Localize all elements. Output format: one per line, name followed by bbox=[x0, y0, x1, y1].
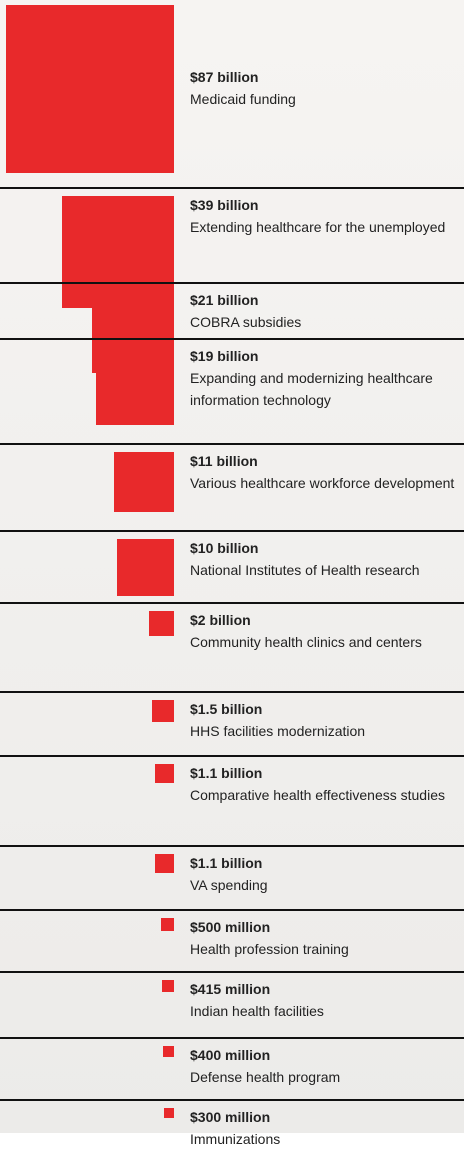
value-label: $400 million bbox=[190, 1047, 271, 1063]
row-text: $300 million Immunizations bbox=[190, 1106, 460, 1150]
category-label: Extending healthcare for the unemployed bbox=[190, 219, 446, 235]
value-square bbox=[6, 5, 174, 173]
value-label: $19 billion bbox=[190, 348, 259, 364]
row-separator bbox=[0, 755, 464, 757]
row-text: $400 million Defense health program bbox=[190, 1044, 460, 1088]
value-label: $1.1 billion bbox=[190, 855, 263, 871]
row-separator bbox=[0, 530, 464, 532]
value-label: $500 million bbox=[190, 919, 271, 935]
row-separator bbox=[0, 971, 464, 973]
row-text: $11 billion Various healthcare workforce … bbox=[190, 450, 460, 494]
row-separator bbox=[0, 909, 464, 911]
row-separator bbox=[0, 282, 464, 284]
row-text: $1.1 billion VA spending bbox=[190, 852, 460, 896]
category-label: COBRA subsidies bbox=[190, 314, 302, 330]
value-label: $1.5 billion bbox=[190, 701, 263, 717]
row-text: $2 billion Community health clinics and c… bbox=[190, 609, 460, 653]
row-text: $10 billion National Institutes of Health… bbox=[190, 537, 460, 581]
value-square bbox=[164, 1108, 174, 1118]
row-text: $19 billion Expanding and modernizing hea… bbox=[190, 345, 460, 411]
category-label: Expanding and modernizing healthcare inf… bbox=[190, 370, 433, 408]
value-square bbox=[114, 452, 174, 512]
value-label: $2 billion bbox=[190, 612, 251, 628]
category-label: Medicaid funding bbox=[190, 91, 296, 107]
category-label: Various healthcare workforce development bbox=[190, 475, 455, 491]
value-square bbox=[148, 611, 174, 637]
row-text: $1.1 billion Comparative health effective… bbox=[190, 762, 460, 806]
row-separator bbox=[0, 602, 464, 604]
row-separator bbox=[0, 1099, 464, 1101]
value-label: $87 billion bbox=[190, 69, 259, 85]
row-separator bbox=[0, 691, 464, 693]
value-label: $300 million bbox=[190, 1109, 271, 1125]
category-label: Immunizations bbox=[190, 1131, 281, 1147]
value-square bbox=[95, 347, 174, 426]
category-label: VA spending bbox=[190, 877, 268, 893]
category-label: Health profession training bbox=[190, 941, 349, 957]
category-label: Community health clinics and centers bbox=[190, 634, 422, 650]
row-separator bbox=[0, 187, 464, 189]
category-label: Indian health facilities bbox=[190, 1003, 324, 1019]
row-separator bbox=[0, 845, 464, 847]
row-text: $87 billion Medicaid funding bbox=[190, 66, 460, 110]
value-label: $39 billion bbox=[190, 197, 259, 213]
value-square bbox=[155, 854, 174, 873]
row-separator bbox=[0, 338, 464, 340]
value-square bbox=[162, 1046, 174, 1058]
value-label: $1.1 billion bbox=[190, 765, 263, 781]
value-square bbox=[151, 700, 174, 723]
category-label: Comparative health effectiveness studies bbox=[190, 787, 445, 803]
row-separator bbox=[0, 1037, 464, 1039]
row-text: $500 million Health profession training bbox=[190, 916, 460, 960]
value-square bbox=[161, 918, 174, 931]
row-separator bbox=[0, 443, 464, 445]
value-square bbox=[117, 539, 174, 596]
value-square bbox=[155, 764, 174, 783]
value-label: $415 million bbox=[190, 981, 271, 997]
row-text: $39 billion Extending healthcare for the … bbox=[190, 194, 460, 238]
category-label: National Institutes of Health research bbox=[190, 562, 420, 578]
value-label: $11 billion bbox=[190, 453, 258, 469]
value-square bbox=[61, 196, 174, 309]
row-text: $415 million Indian health facilities bbox=[190, 978, 460, 1022]
value-label: $21 billion bbox=[190, 292, 259, 308]
row-text: $21 billion COBRA subsidies bbox=[190, 289, 460, 333]
value-label: $10 billion bbox=[190, 540, 259, 556]
category-label: Defense health program bbox=[190, 1069, 341, 1085]
category-label: HHS facilities modernization bbox=[190, 723, 366, 739]
row-text: $1.5 billion HHS facilities modernization bbox=[190, 698, 460, 742]
value-square bbox=[162, 980, 174, 992]
